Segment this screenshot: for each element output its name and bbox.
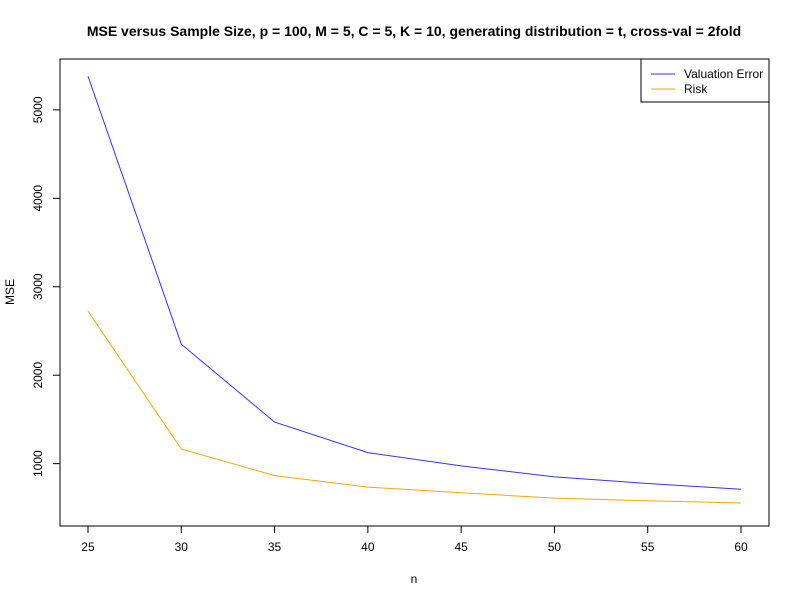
x-tick-label: 30 <box>175 540 189 554</box>
x-axis: 25 30 35 40 45 50 55 60 <box>81 525 748 554</box>
y-tick-label: 3000 <box>31 273 45 300</box>
x-tick-label: 35 <box>268 540 282 554</box>
y-axis-label: MSE <box>3 279 17 305</box>
x-tick-label: 50 <box>548 540 562 554</box>
y-tick-label: 1000 <box>31 450 45 477</box>
x-axis-label: n <box>411 572 418 586</box>
legend-label-valuation-error: Valuation Error <box>684 67 763 81</box>
x-tick-label: 60 <box>734 540 748 554</box>
chart-title: MSE versus Sample Size, p = 100, M = 5, … <box>87 23 741 39</box>
series-layer <box>87 76 742 504</box>
legend-box <box>640 58 770 103</box>
x-tick-label: 55 <box>641 540 655 554</box>
series-line-risk <box>87 310 742 504</box>
plot-frame <box>59 58 770 527</box>
legend-label-risk: Risk <box>684 82 708 96</box>
y-axis: 1000 2000 3000 4000 5000 <box>31 96 61 477</box>
legend: Valuation Error Risk <box>640 58 770 103</box>
y-tick-label: 2000 <box>31 362 45 389</box>
y-tick-label: 5000 <box>31 96 45 123</box>
x-tick-label: 25 <box>81 540 95 554</box>
x-tick-label: 40 <box>361 540 375 554</box>
series-line-valuation-error <box>87 76 742 490</box>
x-tick-label: 45 <box>454 540 468 554</box>
y-tick-label: 4000 <box>31 185 45 212</box>
